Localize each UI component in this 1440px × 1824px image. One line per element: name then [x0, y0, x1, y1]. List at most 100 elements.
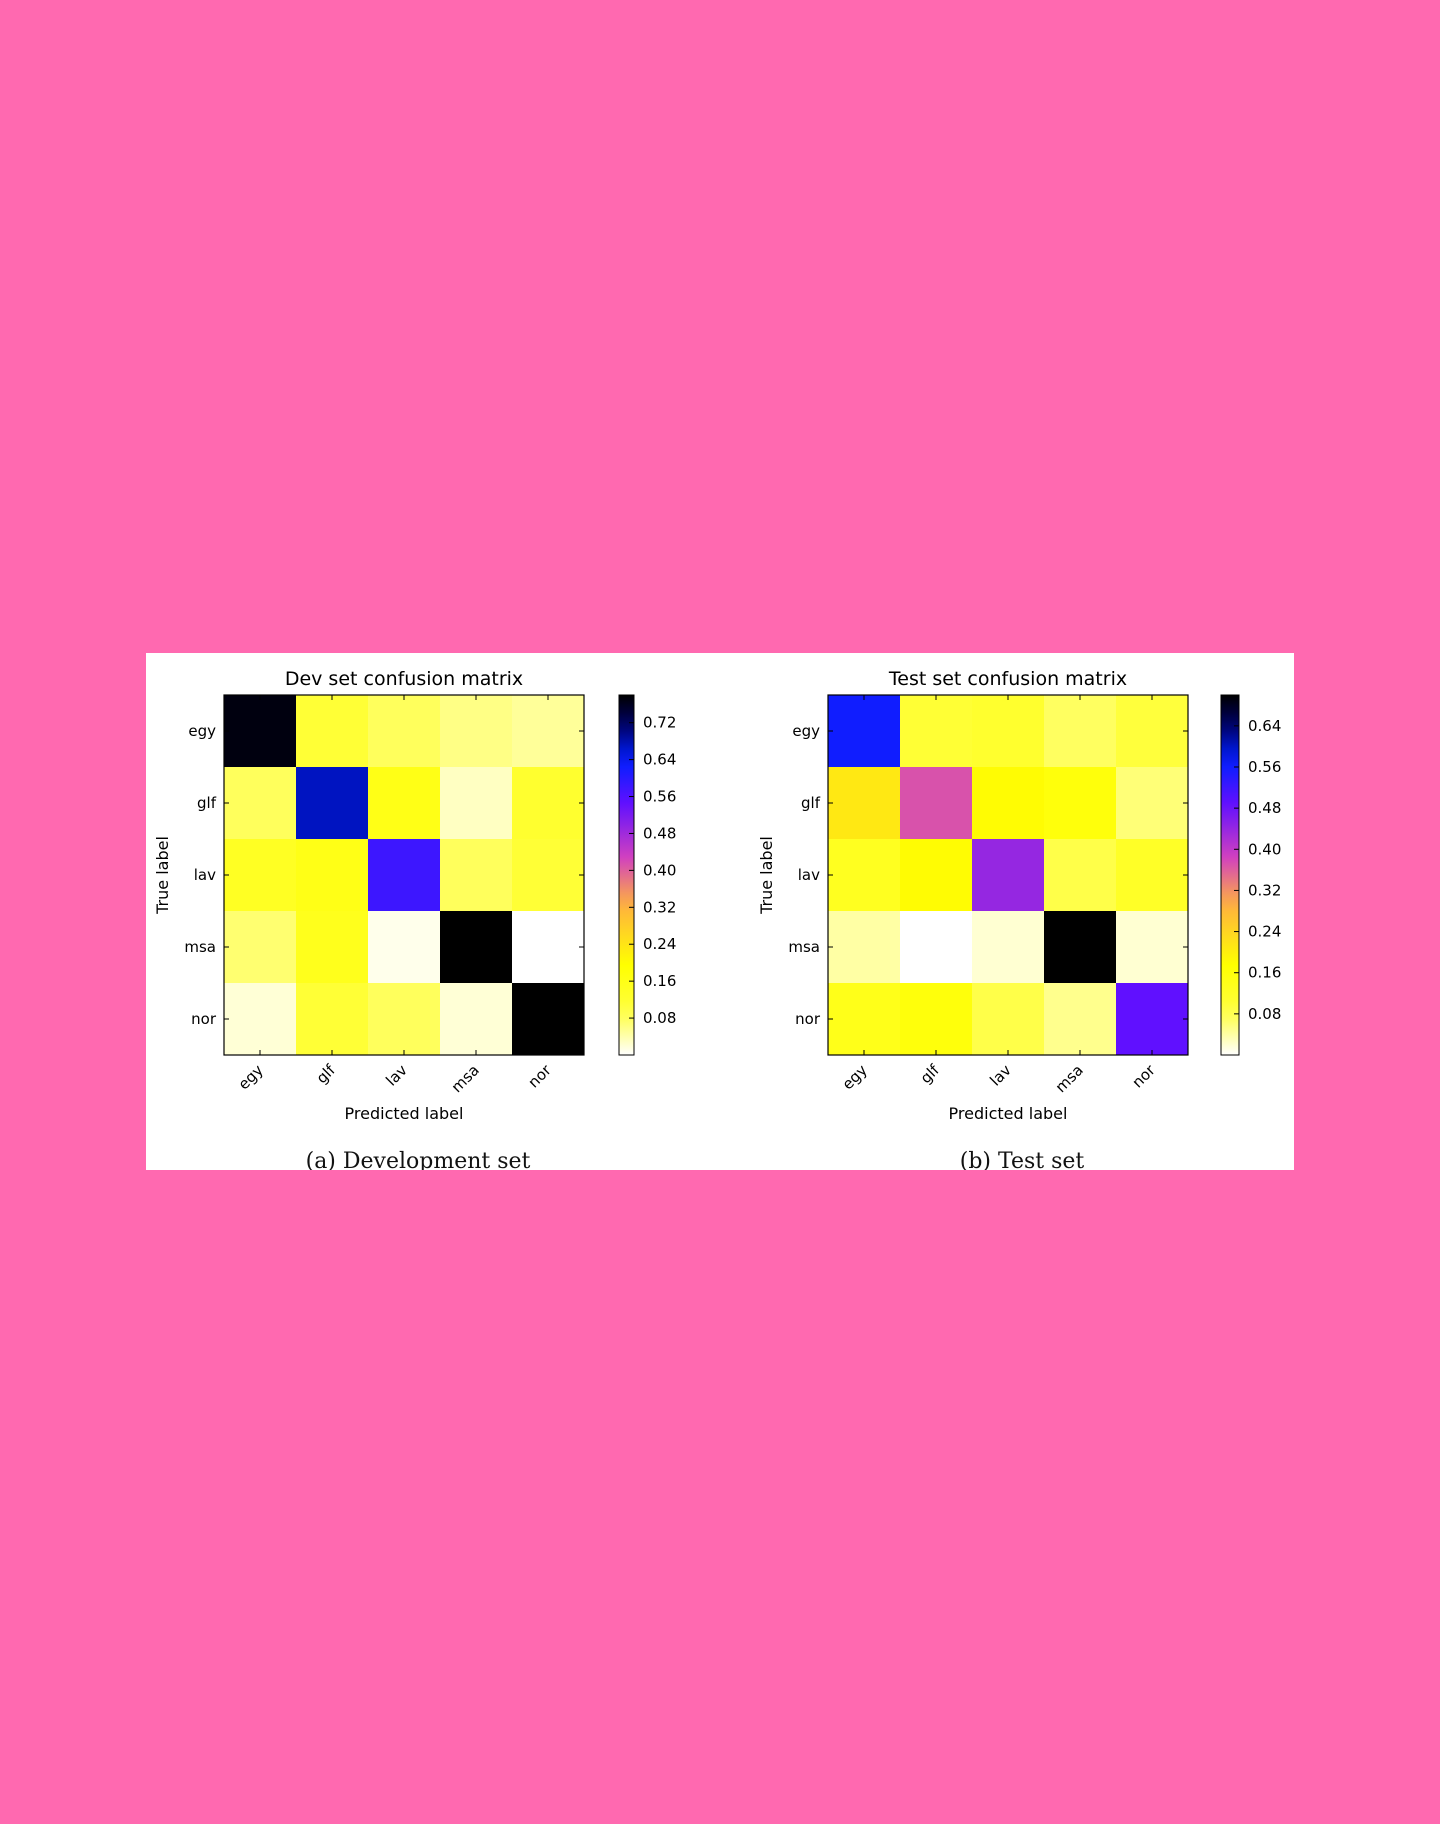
- heatmap-cell-glf-lav: [368, 767, 441, 840]
- y-tick-label-egy: egy: [188, 722, 216, 740]
- heatmap-cell-msa-glf: [296, 911, 369, 984]
- heatmap-cell-egy-glf: [900, 695, 973, 768]
- colorbar-tick-label-0.24: 0.24: [1248, 923, 1281, 941]
- colorbar-tick-label-0.24: 0.24: [643, 935, 676, 953]
- colorbar-tick-label-0.72: 0.72: [643, 714, 676, 732]
- colorbar-tick-label-0.64: 0.64: [643, 751, 676, 769]
- y-axis-label: True label: [757, 836, 776, 915]
- colorbar-tick-label-0.56: 0.56: [643, 788, 676, 806]
- heatmap-cell-egy-egy: [224, 695, 297, 768]
- heatmap-cell-egy-nor: [512, 695, 585, 768]
- heatmap-cell-glf-nor: [512, 767, 585, 840]
- heatmap-cell-msa-lav: [368, 911, 441, 984]
- y-tick-label-glf: glf: [801, 794, 821, 812]
- x-tick-label-msa: msa: [448, 1061, 483, 1096]
- colorbar: [619, 695, 634, 1055]
- heatmap-chart-test: Test set confusion matrix egy glf lav msa nor…: [757, 668, 1281, 1123]
- heatmap-cell-lav-glf: [296, 839, 369, 912]
- heatmap-cell-lav-egy: [828, 839, 901, 912]
- colorbar-tick-label-0.32: 0.32: [643, 898, 676, 916]
- colorbar-tick-label-0.48: 0.48: [643, 824, 676, 842]
- colorbar: [1221, 695, 1239, 1055]
- heatmap-cell-egy-msa: [1044, 695, 1117, 768]
- heatmap-cell-lav-nor: [512, 839, 585, 912]
- y-tick-label-lav: lav: [194, 866, 216, 884]
- colorbar-tick-label-0.32: 0.32: [1248, 881, 1281, 899]
- y-tick-label-nor: nor: [191, 1010, 217, 1028]
- heatmap-cell-msa-glf: [900, 911, 973, 984]
- x-tick-label-lav: lav: [382, 1061, 411, 1090]
- heatmap-cell-glf-msa: [440, 767, 513, 840]
- x-tick-label-egy: egy: [235, 1061, 267, 1093]
- x-tick-label-msa: msa: [1052, 1061, 1087, 1096]
- heatmap-cell-egy-glf: [296, 695, 369, 768]
- heatmap-cell-egy-lav: [368, 695, 441, 768]
- colorbar-tick-label-0.08: 0.08: [643, 1009, 676, 1027]
- y-tick-label-glf: glf: [197, 794, 217, 812]
- x-axis-label: Predicted label: [345, 1104, 464, 1123]
- heatmap-cell-msa-msa: [1044, 911, 1117, 984]
- colorbar-tick-label-0.16: 0.16: [1248, 964, 1281, 982]
- heatmap-cell-lav-lav: [368, 839, 441, 912]
- heatmap-cell-egy-egy: [828, 695, 901, 768]
- heatmap-cell-msa-msa: [440, 911, 513, 984]
- colorbar-tick-label-0.40: 0.40: [1248, 840, 1281, 858]
- heatmap-cell-glf-glf: [296, 767, 369, 840]
- heatmap-chart-dev: Dev set confusion matrix egy glf lav msa nor e…: [153, 668, 676, 1123]
- figure-panel: Dev set confusion matrix egy glf lav msa nor e…: [146, 653, 1294, 1170]
- colorbar-tick-label-0.16: 0.16: [643, 972, 676, 990]
- figure-svg: Dev set confusion matrix egy glf lav msa nor e…: [146, 653, 1294, 1170]
- heatmap-cell-glf-egy: [828, 767, 901, 840]
- heatmap-cell-egy-msa: [440, 695, 513, 768]
- heatmap-cell-egy-nor: [1116, 695, 1189, 768]
- heatmap-cell-lav-msa: [440, 839, 513, 912]
- x-tick-label-lav: lav: [986, 1061, 1015, 1090]
- heatmap-cell-nor-msa: [440, 983, 513, 1056]
- heatmap-cell-nor-nor: [512, 983, 585, 1056]
- heatmap-cell-nor-lav: [368, 983, 441, 1056]
- x-tick-label-nor: nor: [525, 1061, 556, 1092]
- heatmap-cell-nor-msa: [1044, 983, 1117, 1056]
- x-tick-label-glf: glf: [917, 1061, 944, 1088]
- heatmap-cell-glf-egy: [224, 767, 297, 840]
- chart-title: Dev set confusion matrix: [285, 668, 523, 690]
- heatmap-cell-msa-nor: [512, 911, 585, 984]
- heatmap-cell-msa-lav: [972, 911, 1045, 984]
- heatmap-cell-glf-nor: [1116, 767, 1189, 840]
- heatmap-cell-lav-egy: [224, 839, 297, 912]
- chart-title: Test set confusion matrix: [888, 668, 1127, 690]
- y-tick-label-lav: lav: [798, 866, 820, 884]
- heatmap-cell-glf-glf: [900, 767, 973, 840]
- y-tick-label-egy: egy: [792, 722, 820, 740]
- heatmap-cell-glf-msa: [1044, 767, 1117, 840]
- heatmap-cell-egy-lav: [972, 695, 1045, 768]
- colorbar-tick-label-0.40: 0.40: [643, 861, 676, 879]
- heatmap-cell-msa-egy: [828, 911, 901, 984]
- x-axis-label: Predicted label: [949, 1104, 1068, 1123]
- heatmap-cell-nor-nor: [1116, 983, 1189, 1056]
- heatmap-cell-msa-egy: [224, 911, 297, 984]
- y-tick-label-msa: msa: [184, 938, 216, 956]
- colorbar-tick-label-0.56: 0.56: [1248, 758, 1281, 776]
- heatmap-cell-nor-glf: [296, 983, 369, 1056]
- colorbar-tick-label-0.08: 0.08: [1248, 1005, 1281, 1023]
- y-tick-label-msa: msa: [788, 938, 820, 956]
- caption-development-set: (a) Development set: [306, 1149, 531, 1170]
- heatmap-cell-msa-nor: [1116, 911, 1189, 984]
- heatmap-cell-nor-egy: [828, 983, 901, 1056]
- x-tick-label-glf: glf: [313, 1061, 340, 1088]
- x-tick-label-egy: egy: [839, 1061, 871, 1093]
- y-tick-label-nor: nor: [795, 1010, 821, 1028]
- heatmap-cell-lav-nor: [1116, 839, 1189, 912]
- heatmap-cell-nor-lav: [972, 983, 1045, 1056]
- heatmap-cell-nor-egy: [224, 983, 297, 1056]
- x-tick-label-nor: nor: [1129, 1061, 1160, 1092]
- colorbar-tick-label-0.48: 0.48: [1248, 799, 1281, 817]
- heatmap-cell-lav-lav: [972, 839, 1045, 912]
- y-axis-label: True label: [153, 836, 172, 915]
- heatmap-cell-lav-glf: [900, 839, 973, 912]
- caption-test-set: (b) Test set: [960, 1149, 1085, 1170]
- heatmap-cell-lav-msa: [1044, 839, 1117, 912]
- heatmap-cell-nor-glf: [900, 983, 973, 1056]
- colorbar-tick-label-0.64: 0.64: [1248, 717, 1281, 735]
